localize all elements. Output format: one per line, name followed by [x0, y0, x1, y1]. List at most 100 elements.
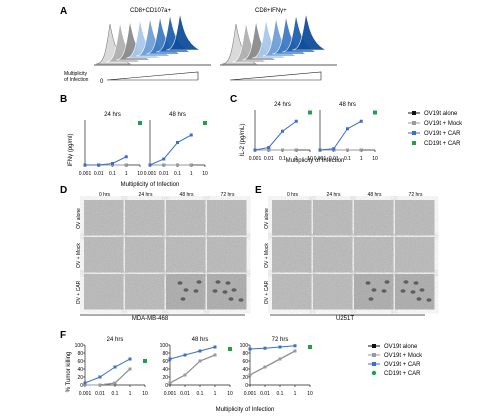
series-point: [83, 383, 87, 387]
mda-micrograph-texture-r1-c3: [207, 237, 247, 273]
legend-f-item-2: OV19t + CAR: [368, 362, 421, 368]
x-tick-label: 0.01: [329, 156, 339, 162]
series-point: [176, 163, 179, 167]
mda-timepoint-3: 72 hrs: [221, 192, 235, 198]
x-tick-label: 10: [137, 171, 143, 177]
x-tick-label: 10: [142, 391, 148, 397]
u251t-micrograph-texture-r1-c0: [272, 237, 312, 273]
series-line: [169, 346, 216, 360]
y-tick-label: 100: [160, 343, 169, 349]
x-tick-label: 10: [307, 156, 313, 162]
legend-bc-item-0: OV19t alone: [408, 111, 458, 117]
mda-lysis-spot: [231, 288, 237, 292]
x-tick-label: 10: [372, 156, 378, 162]
series-line: [85, 156, 127, 166]
moi-wedge-left: [106, 71, 199, 81]
series-point: [248, 373, 252, 377]
series-point-cd19t-car: [228, 347, 232, 351]
x-tick-label: 1: [214, 391, 217, 397]
y-tick-label: 0: [165, 383, 168, 389]
series-point: [168, 357, 172, 361]
u251t-micrograph-texture-r1-c3: [395, 237, 435, 273]
chart-ifng-48h: 48 hrs 0.001 0.01 0.1 1 10: [144, 112, 208, 177]
series-line: [149, 134, 192, 166]
u251t-lysis-spot: [381, 289, 387, 293]
mda-lysis-spot: [196, 280, 202, 284]
y-tick-label: 40: [162, 367, 168, 373]
series-point: [97, 163, 101, 167]
mda-lysis-spot: [177, 281, 183, 285]
series-point: [124, 163, 128, 167]
series-line: [249, 350, 296, 376]
series-point: [281, 129, 284, 133]
panel-a-right-title: CD8+IFNγ+: [255, 8, 287, 14]
series-point: [267, 146, 271, 149]
mda-lysis-spot: [225, 281, 231, 285]
y-tick-label: 20: [77, 375, 83, 381]
micrograph-grid-mda: 0 hrs 24 hrs 48 hrs 72 hrs OV alone OV + Mock…: [76, 192, 247, 310]
series-point: [128, 357, 132, 361]
mda-micrograph-texture-r0-c3: [207, 200, 247, 236]
legend-bc: OV19t alone OV19t + Mock OV19t + CAR CD1…: [408, 111, 463, 147]
mda-lysis-spot: [215, 280, 221, 284]
legend-f-item-3: CD19t + CAR: [371, 370, 421, 377]
y-tick-label: 20: [162, 375, 168, 381]
mda-micrograph-texture-r1-c1: [125, 237, 165, 273]
x-tick-label: 0.1: [109, 171, 116, 177]
series-point-cd19t-car: [138, 121, 142, 125]
series-point: [98, 375, 102, 379]
mda-row-label-1: OV + Mock: [76, 243, 82, 268]
series-point: [189, 163, 193, 167]
u251t-lysis-spot: [426, 298, 432, 302]
series-point: [98, 383, 102, 387]
series-point: [213, 345, 217, 349]
x-tick-label: 1: [295, 156, 298, 162]
x-tick-label: 0.001: [249, 156, 262, 162]
legend-bc-label-1: OV19t + Mock: [424, 121, 463, 127]
legend-bc-label-0: OV19t alone: [424, 111, 458, 117]
histogram-stack-ifng: [220, 13, 337, 66]
mda-micrograph-texture-r1-c2: [166, 237, 206, 273]
legend-bc-item-3: CD19t + CAR: [412, 141, 461, 147]
panel-e-cell-line: U251T: [336, 316, 354, 322]
histogram-stack-cd107a: [94, 13, 211, 66]
u251t-timepoint-1: 24 hrs: [327, 192, 341, 198]
series-line: [169, 354, 216, 384]
mda-micrograph-texture-r0-c0: [84, 200, 124, 236]
x-tick-label: 0.1: [344, 156, 351, 162]
series-point: [294, 119, 298, 123]
series-point: [278, 357, 282, 361]
ifng-histogram-7: [291, 13, 327, 51]
legend-bc-label-2: OV19t + CAR: [424, 131, 461, 137]
series-point: [294, 148, 298, 152]
series-point: [318, 148, 322, 152]
u251t-lysis-spot: [368, 297, 374, 301]
panel-label-a: A: [60, 6, 67, 17]
series-point: [113, 365, 117, 369]
series-point: [198, 359, 202, 363]
legend-f: OV19t alone OV19t + Mock OV19t + CAR CD1…: [368, 344, 423, 377]
panel-label-c: C: [230, 94, 237, 105]
series-point: [346, 127, 349, 131]
chart-title: 48 hrs: [339, 102, 356, 108]
u251t-lysis-spot: [384, 280, 390, 284]
chart-title: 24 hrs: [107, 337, 124, 343]
panel-b-ylabel: IFNγ (pg/ml): [68, 133, 74, 166]
mda-micrograph-texture-r2-c0: [84, 274, 124, 310]
u251t-lysis-spot: [419, 288, 425, 292]
u251t-micrograph-texture-r0-c1: [313, 200, 353, 236]
series-point: [162, 157, 166, 161]
panel-label-f: F: [60, 330, 66, 341]
mda-row-label-2: OV + CAR: [76, 280, 82, 304]
series-point-cd19t-car: [143, 359, 147, 363]
series-point: [176, 141, 179, 144]
legend-f-label-1: OV19t + Mock: [384, 353, 423, 359]
series-point: [168, 381, 172, 385]
panel-f-ylabel: % Tumor killing: [66, 352, 72, 393]
u251t-micrograph-texture-r2-c1: [313, 274, 353, 310]
panel-d-cell-line: MDA-MB-468: [132, 316, 169, 322]
moi-label-line1: Multiplicity: [64, 71, 88, 77]
mda-timepoint-0: 0 hrs: [99, 192, 111, 198]
u251t-lysis-spot: [413, 281, 419, 285]
